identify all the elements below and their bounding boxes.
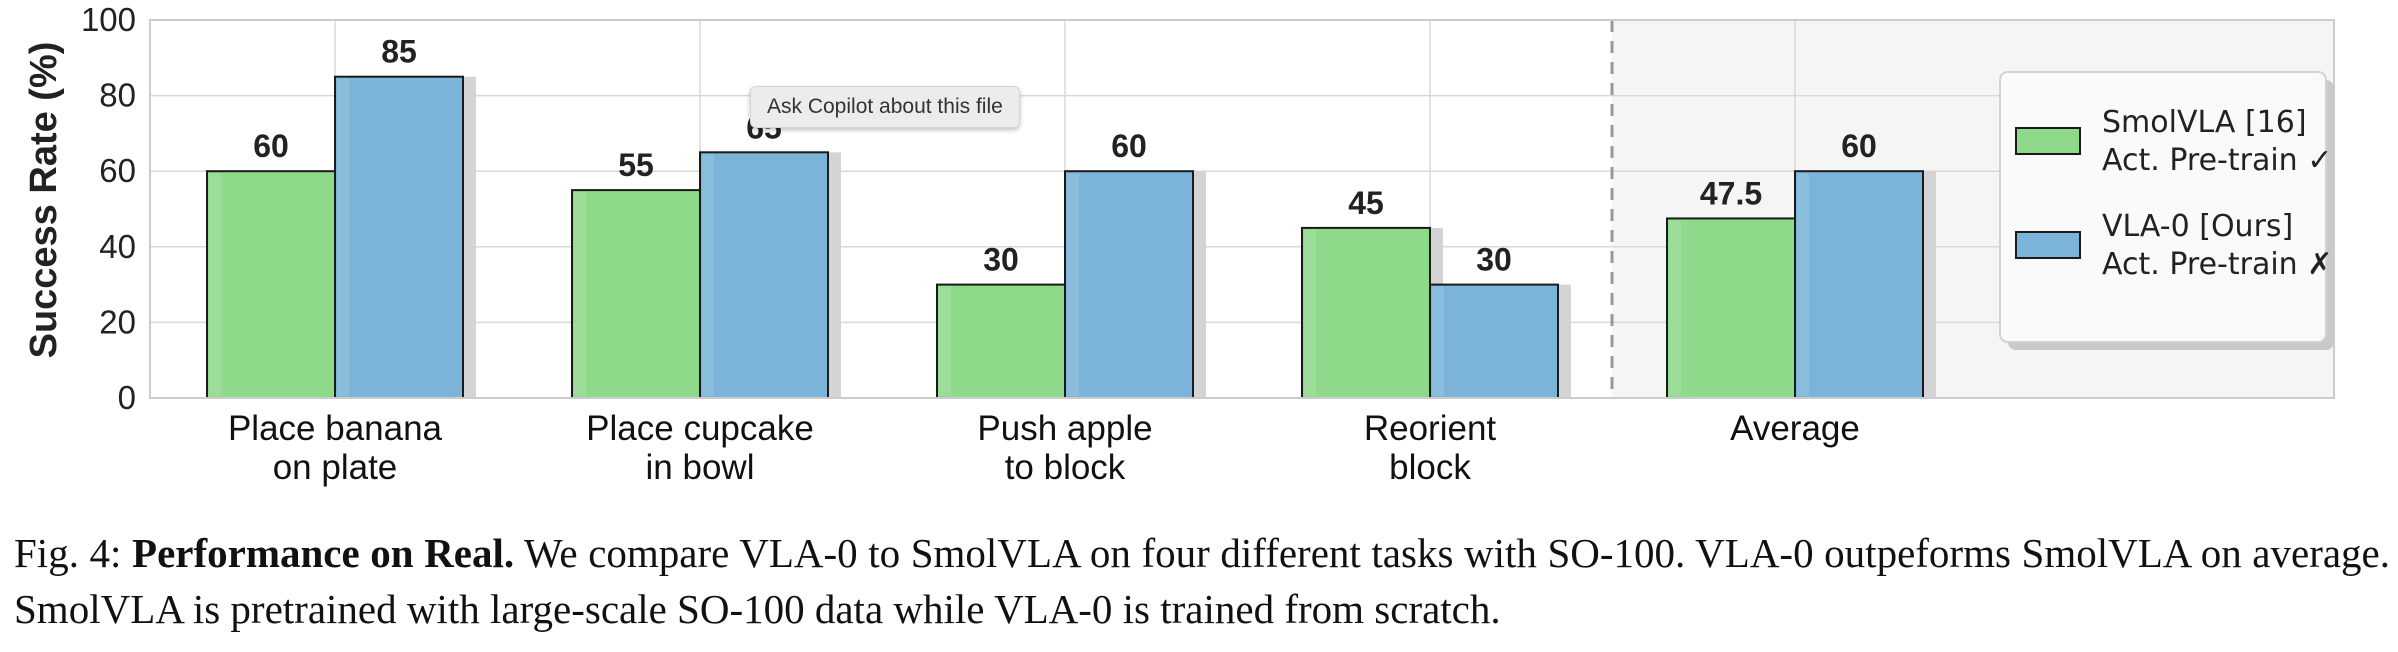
bar-highlight: [337, 78, 349, 396]
bar-value-label: 30: [983, 242, 1019, 278]
x-category-label: Average: [1730, 409, 1860, 448]
legend-label-sub: Act. Pre-train ✗: [2102, 247, 2332, 282]
caption-text: We compare VLA-0 to SmolVLA on four diff…: [14, 530, 2390, 632]
bar: [571, 189, 701, 399]
x-category-label: Place banana: [228, 409, 443, 448]
y-tick-label: 40: [99, 228, 136, 265]
bar: [699, 151, 829, 399]
bar-highlight: [209, 173, 221, 396]
bar: [1429, 283, 1559, 400]
bar-value-label: 47.5: [1700, 175, 1762, 211]
bar-highlight: [1669, 220, 1681, 396]
bar: [1666, 217, 1796, 399]
bar-highlight: [1304, 229, 1316, 396]
x-category-label: to block: [1005, 448, 1126, 487]
bar-value-label: 60: [253, 128, 289, 164]
y-tick-labels: 0 20 40 60 80 100: [81, 1, 136, 416]
bar-value-label: 60: [1111, 128, 1147, 164]
x-category-label: block: [1389, 448, 1471, 487]
bar-highlight: [1067, 173, 1079, 396]
bar-highlight: [1797, 173, 1809, 396]
bar-value-label: 60: [1841, 128, 1877, 164]
bar-value-label: 55: [618, 147, 654, 183]
bar: [1301, 226, 1431, 399]
bar-value-label: 85: [381, 34, 417, 70]
legend: SmolVLA [16]Act. Pre-train ✓ VLA-0 [Ours]…: [1999, 71, 2334, 350]
y-tick-label: 20: [99, 303, 136, 340]
legend-box: [1999, 71, 2327, 343]
x-category-label: Reorient: [1364, 409, 1497, 448]
bar: [1794, 170, 1924, 399]
legend-label: VLA-0 [Ours]: [2102, 209, 2293, 244]
bar-highlight: [1432, 286, 1444, 396]
legend-label-sub: Act. Pre-train ✓: [2102, 143, 2332, 178]
bar: [1064, 170, 1194, 399]
bar-value-label: 45: [1348, 185, 1384, 221]
copilot-tooltip[interactable]: Ask Copilot about this file: [750, 86, 1020, 128]
bar: [206, 170, 336, 399]
legend-swatch: [2015, 231, 2081, 259]
x-category-label: on plate: [273, 448, 398, 487]
caption-title: Performance on Real.: [132, 530, 515, 576]
bar-highlight: [702, 154, 714, 396]
y-tick-label: 60: [99, 152, 136, 189]
bar-value-label: 30: [1476, 242, 1512, 278]
bar: [334, 75, 464, 399]
y-axis-label: Success Rate (%): [23, 42, 65, 359]
y-tick-label: 100: [81, 1, 136, 38]
y-tick-label: 0: [118, 379, 136, 416]
legend-label: SmolVLA [16]: [2102, 105, 2307, 140]
bars-group: [206, 75, 1936, 400]
x-category-label: Place cupcake: [586, 409, 814, 448]
x-category-label: Push apple: [977, 409, 1152, 448]
bar-highlight: [574, 192, 586, 396]
legend-swatch: [2015, 127, 2081, 155]
bar-highlight: [939, 286, 951, 396]
y-tick-label: 80: [99, 77, 136, 114]
x-category-label: in bowl: [646, 448, 755, 487]
figure-caption: Fig. 4: Performance on Real. We compare …: [14, 525, 2390, 637]
bar: [936, 283, 1066, 400]
caption-prefix: Fig. 4:: [14, 530, 133, 576]
